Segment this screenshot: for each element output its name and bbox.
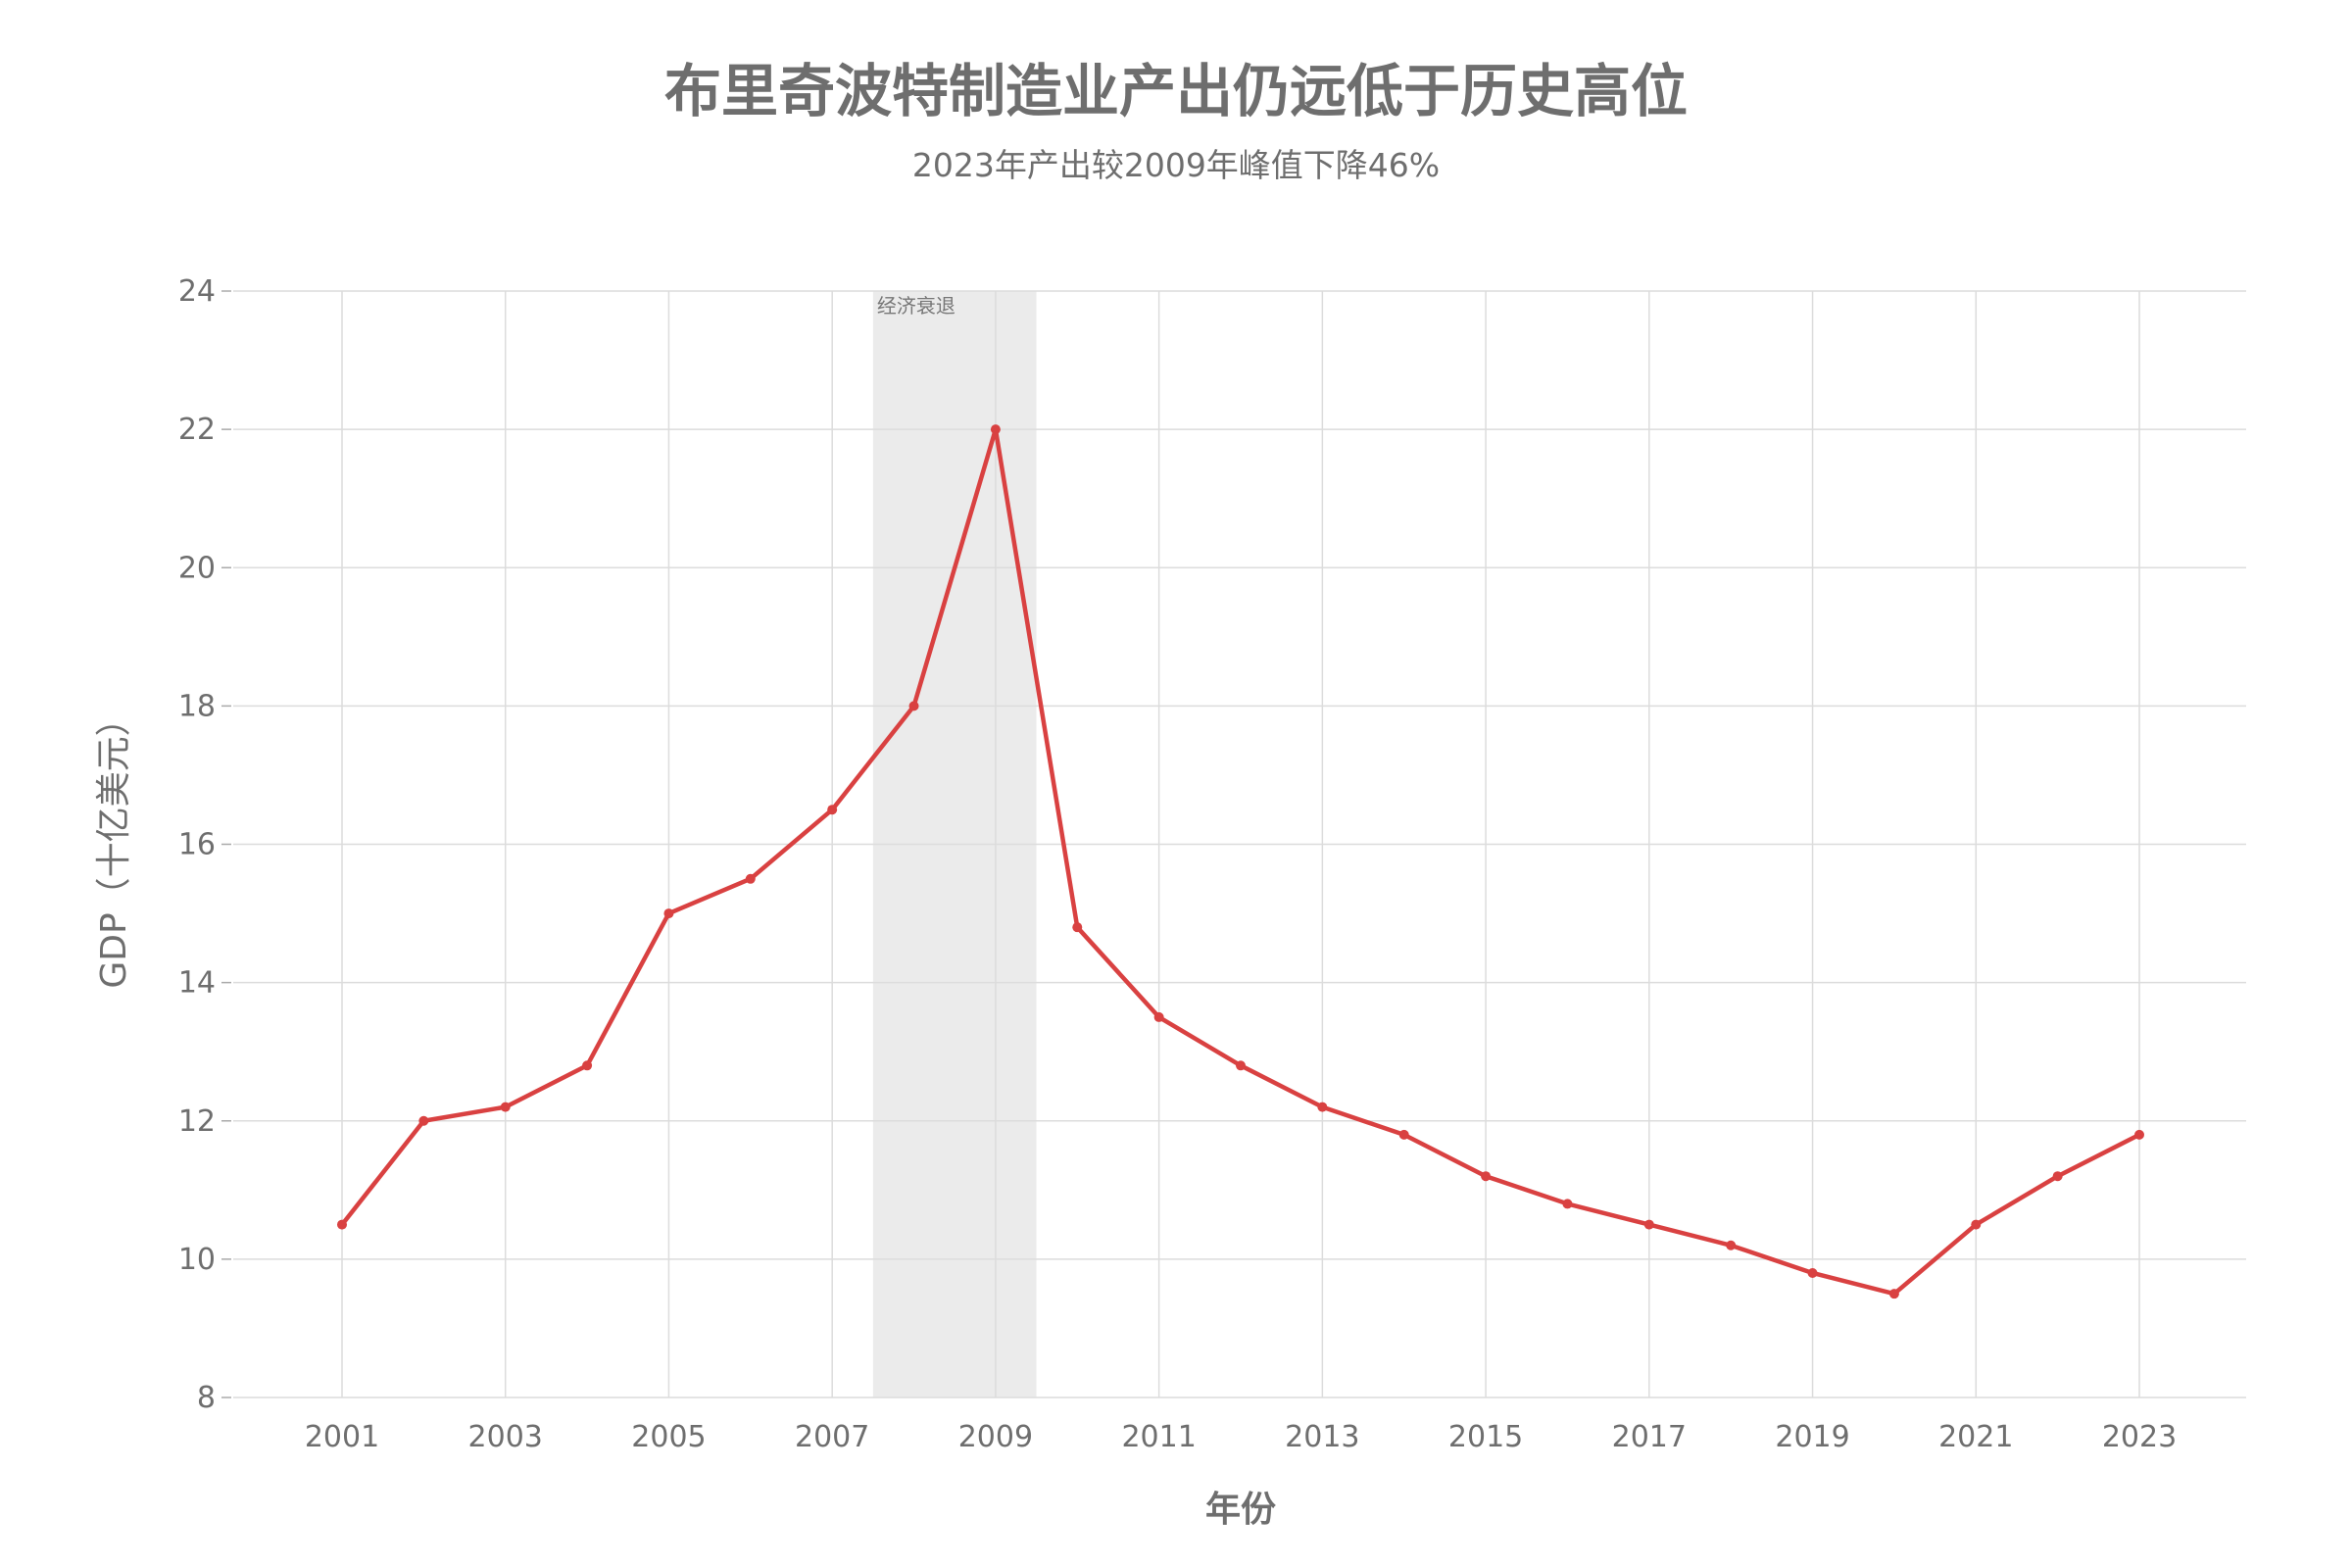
series-line [340, 426, 2141, 1297]
grid-layer [233, 290, 2246, 1398]
chart-title: 布里奇波特制造业产出仍远低于历史高位 [663, 58, 1688, 124]
data-point [1807, 1267, 1818, 1278]
data-point [1072, 922, 1083, 933]
data-point [2134, 1129, 2144, 1140]
x-tick-label: 2023 [2102, 1420, 2177, 1454]
data-point [1726, 1240, 1737, 1250]
data-point [1481, 1171, 1492, 1182]
x-tick-label: 2007 [795, 1420, 869, 1454]
data-point [1153, 1011, 1164, 1022]
data-point [990, 424, 1001, 435]
x-tick-label: 2005 [631, 1420, 706, 1454]
x-tick-label: 2021 [1938, 1420, 2013, 1454]
y-tick-label: 12 [178, 1104, 216, 1139]
x-tick-label: 2009 [958, 1420, 1033, 1454]
data-point [418, 1115, 429, 1126]
data-point [827, 805, 838, 815]
data-point [663, 908, 674, 919]
y-axis-label: GDP（十亿美元） [94, 701, 134, 988]
data-point [908, 701, 919, 711]
data-point [1888, 1289, 1899, 1299]
y-tick-label: 24 [178, 274, 216, 309]
y-tick-label: 22 [178, 413, 216, 447]
data-point [1643, 1219, 1654, 1230]
chart-subtitle: 2023年产出较2009年峰值下降46% [911, 146, 1441, 184]
y-tick-label: 20 [178, 551, 216, 585]
x-tick-label: 2013 [1285, 1420, 1359, 1454]
series-layer [337, 424, 2144, 1299]
x-tick-label: 2003 [468, 1420, 543, 1454]
y-tick-label: 8 [197, 1381, 216, 1415]
x-tick-label: 2019 [1775, 1420, 1849, 1454]
x-axis-label: 年份 [1205, 1490, 1276, 1530]
data-point [745, 873, 756, 884]
recession-band-label: 经济衰退 [877, 294, 956, 318]
x-tick-label: 2001 [305, 1420, 379, 1454]
x-tick-label: 2011 [1121, 1420, 1196, 1454]
x-tick-label: 2015 [1448, 1420, 1523, 1454]
data-point [1236, 1060, 1246, 1071]
data-point [2052, 1171, 2063, 1182]
data-point [1398, 1129, 1409, 1140]
data-point [582, 1060, 593, 1071]
data-point [1971, 1219, 1982, 1230]
y-tick-label: 10 [178, 1243, 216, 1277]
y-tick-label: 16 [178, 828, 216, 862]
tick-layer: 8 10 12 14 16 18 20 22 24 2001 2003 2005 2007 2009 201… [178, 274, 2177, 1454]
y-tick-label: 14 [178, 966, 216, 1001]
y-tick-label: 18 [178, 689, 216, 723]
data-point [1317, 1102, 1328, 1112]
data-point [500, 1102, 511, 1112]
data-point [337, 1219, 347, 1230]
x-tick-label: 2017 [1612, 1420, 1687, 1454]
data-point [1562, 1199, 1573, 1209]
